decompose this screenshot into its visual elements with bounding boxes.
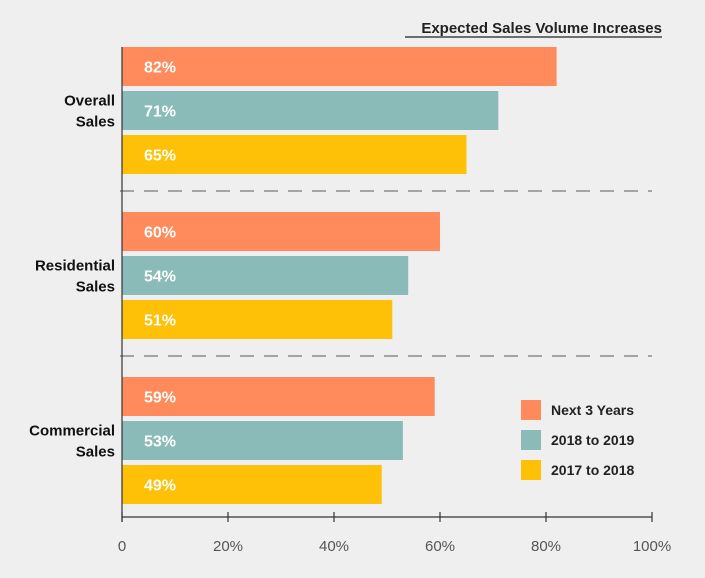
bar (122, 421, 403, 460)
legend-label: 2018 to 2019 (551, 432, 634, 448)
bar (122, 300, 393, 339)
axis-layer: Overall Sales Residential Sales Commercial Sa… (29, 47, 671, 555)
legend-swatch (521, 460, 541, 480)
x-tick-label: 100% (633, 538, 671, 555)
x-tick-label: 80% (531, 538, 561, 555)
x-tick-label: 60% (425, 538, 455, 555)
category-label: Sales (76, 444, 115, 461)
legend-label: 2017 to 2018 (551, 462, 634, 478)
bar (122, 47, 557, 86)
category-label: Residential (35, 258, 115, 275)
bar-value-label: 65% (144, 148, 176, 165)
legend-swatch (521, 430, 541, 450)
category-label: Sales (76, 114, 115, 131)
bars-layer: 82% 71% 65% 60% 54% 51% 59% 53% 49% (122, 47, 557, 504)
bar-value-label: 54% (144, 269, 176, 286)
bar-value-label: 60% (144, 225, 176, 242)
bar (122, 465, 382, 504)
legend: Next 3 Years 2018 to 2019 2017 to 2018 (521, 400, 634, 480)
legend-label: Next 3 Years (551, 402, 634, 418)
bar-value-label: 49% (144, 478, 176, 495)
bar-value-label: 71% (144, 104, 176, 121)
bar-value-label: 53% (144, 434, 176, 451)
bar (122, 256, 409, 295)
chart-title: Expected Sales Volume Increases (421, 20, 662, 37)
bar (122, 377, 435, 416)
x-tick-label: 20% (213, 538, 243, 555)
x-tick-label: 40% (319, 538, 349, 555)
bar (122, 212, 440, 251)
category-label: Overall (64, 93, 115, 110)
bar-value-label: 82% (144, 60, 176, 77)
category-label: Commercial (29, 423, 115, 440)
x-tick-label: 0 (118, 538, 126, 555)
legend-swatch (521, 400, 541, 420)
bar-value-label: 59% (144, 390, 176, 407)
category-label: Sales (76, 279, 115, 296)
bar (122, 91, 499, 130)
bar-value-label: 51% (144, 313, 176, 330)
bar (122, 135, 467, 174)
